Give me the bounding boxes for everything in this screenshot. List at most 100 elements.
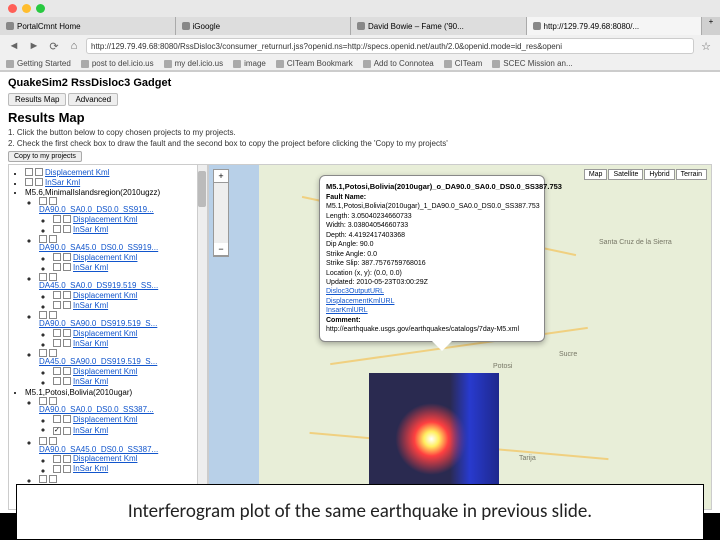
checkbox[interactable] <box>25 178 33 186</box>
map-type-button[interactable]: Hybrid <box>644 169 674 180</box>
checkbox[interactable] <box>63 215 71 223</box>
copy-to-projects-button[interactable]: Copy to my projects <box>8 151 82 162</box>
checkbox[interactable] <box>49 311 57 319</box>
kml-link[interactable]: InSar Kml <box>73 225 108 234</box>
dataset-heading[interactable]: DA45.0_SA0.0_DS919.519_SS... <box>39 281 205 290</box>
kml-link[interactable]: Displacement Kml <box>73 329 137 338</box>
info-link[interactable]: InsarKmlURL <box>326 306 538 315</box>
tab-advanced[interactable]: Advanced <box>68 93 118 106</box>
zoom-out-button[interactable]: − <box>214 243 228 256</box>
checkbox[interactable] <box>63 415 71 423</box>
reload-button[interactable]: ⟳ <box>46 38 62 54</box>
map-panel[interactable]: Santa Cruz de la SierraSucrePotosiTarija… <box>208 164 712 510</box>
checkbox[interactable] <box>49 235 57 243</box>
checkbox[interactable] <box>63 225 71 233</box>
checkbox[interactable] <box>49 475 57 483</box>
checkbox[interactable] <box>63 253 71 261</box>
checkbox[interactable] <box>63 301 71 309</box>
bookmark-item[interactable]: post to del.icio.us <box>81 59 154 68</box>
zoom-window-icon[interactable] <box>36 4 45 13</box>
bookmark-item[interactable]: image <box>233 59 266 68</box>
kml-link[interactable]: Displacement Kml <box>73 367 137 376</box>
checkbox[interactable] <box>63 465 71 473</box>
kml-link[interactable]: InSar Kml <box>73 263 108 272</box>
map-type-button[interactable]: Satellite <box>608 169 643 180</box>
kml-link[interactable]: InSar Kml <box>73 426 108 435</box>
bookmark-item[interactable]: CITeam <box>444 59 483 68</box>
browser-tab[interactable]: David Bowie – Fame ('90... <box>351 17 527 35</box>
map-type-button[interactable]: Terrain <box>676 169 707 180</box>
checkbox[interactable] <box>53 253 61 261</box>
new-tab-button[interactable]: + <box>702 17 720 35</box>
checkbox[interactable] <box>53 291 61 299</box>
kml-link[interactable]: Displacement Kml <box>73 415 137 424</box>
checkbox[interactable] <box>53 301 61 309</box>
checkbox[interactable] <box>49 349 57 357</box>
checkbox[interactable] <box>53 215 61 223</box>
scrollbar[interactable] <box>197 165 207 509</box>
checkbox[interactable] <box>35 168 43 176</box>
dataset-heading[interactable]: DA90.0_SA0.0_DS0.0_SS387... <box>39 405 205 414</box>
checkbox[interactable] <box>63 329 71 337</box>
close-window-icon[interactable] <box>8 4 17 13</box>
kml-link[interactable]: Displacement Kml <box>73 291 137 300</box>
url-input[interactable]: http://129.79.49.68:8080/RssDisloc3/cons… <box>86 38 694 54</box>
checkbox[interactable] <box>53 465 61 473</box>
checkbox[interactable] <box>53 455 61 463</box>
checkbox[interactable] <box>39 197 47 205</box>
checkbox[interactable] <box>39 349 47 357</box>
checkbox[interactable] <box>63 291 71 299</box>
checkbox[interactable] <box>35 178 43 186</box>
checkbox[interactable] <box>53 225 61 233</box>
checkbox[interactable] <box>53 339 61 347</box>
checkbox[interactable] <box>53 367 61 375</box>
kml-link[interactable]: InSar Kml <box>73 377 108 386</box>
bookmark-item[interactable]: CITeam Bookmark <box>276 59 353 68</box>
checkbox[interactable] <box>39 397 47 405</box>
checkbox[interactable] <box>63 377 71 385</box>
checkbox[interactable] <box>53 377 61 385</box>
checkbox[interactable] <box>49 197 57 205</box>
checkbox[interactable] <box>39 273 47 281</box>
checkbox[interactable] <box>49 273 57 281</box>
back-button[interactable]: ◄ <box>6 38 22 54</box>
checkbox[interactable] <box>49 397 57 405</box>
checkbox[interactable] <box>53 263 61 271</box>
checkbox[interactable] <box>39 437 47 445</box>
dataset-heading[interactable]: DA90.0_SA45.0_DS0.0_SS919... <box>39 243 205 252</box>
tab-results-map[interactable]: Results Map <box>8 93 66 106</box>
checkbox[interactable] <box>39 475 47 483</box>
minimize-window-icon[interactable] <box>22 4 31 13</box>
checkbox[interactable] <box>53 415 61 423</box>
bookmark-item[interactable]: Getting Started <box>6 59 71 68</box>
kml-link[interactable]: InSar Kml <box>73 339 108 348</box>
checkbox[interactable] <box>25 168 33 176</box>
checkbox[interactable] <box>63 455 71 463</box>
kml-link[interactable]: Displacement Kml <box>73 253 137 262</box>
info-link[interactable]: Disloc3OutputURL <box>326 287 538 296</box>
forward-button[interactable]: ► <box>26 38 42 54</box>
zoom-slider[interactable] <box>214 183 228 243</box>
checkbox[interactable] <box>63 367 71 375</box>
browser-tab[interactable]: iGoogle <box>176 17 352 35</box>
checkbox[interactable] <box>63 263 71 271</box>
checkbox[interactable] <box>63 427 71 435</box>
zoom-in-button[interactable]: + <box>214 170 228 183</box>
checkbox[interactable] <box>39 311 47 319</box>
browser-tab-active[interactable]: http://129.79.49.68:8080/... <box>527 17 703 35</box>
kml-link[interactable]: InSar Kml <box>73 464 108 473</box>
bookmark-item[interactable]: my del.icio.us <box>164 59 223 68</box>
info-link[interactable]: DisplacementKmlURL <box>326 297 538 306</box>
bookmark-item[interactable]: Add to Connotea <box>363 59 434 68</box>
dataset-heading[interactable]: DA90.0_SA45.0_DS0.0_SS387... <box>39 445 205 454</box>
kml-link[interactable]: Displacement Kml <box>73 454 137 463</box>
checkbox[interactable] <box>53 427 61 435</box>
dataset-heading[interactable]: DA45.0_SA90.0_DS919.519_S... <box>39 357 205 366</box>
kml-link[interactable]: Displacement Kml <box>45 168 109 177</box>
dataset-heading[interactable]: DA90.0_SA0.0_DS0.0_SS919... <box>39 205 205 214</box>
checkbox[interactable] <box>39 235 47 243</box>
kml-link[interactable]: InSar Kml <box>45 178 80 187</box>
checkbox[interactable] <box>49 437 57 445</box>
bookmark-item[interactable]: SCEC Mission an... <box>492 59 572 68</box>
scrollbar-thumb[interactable] <box>198 171 206 207</box>
